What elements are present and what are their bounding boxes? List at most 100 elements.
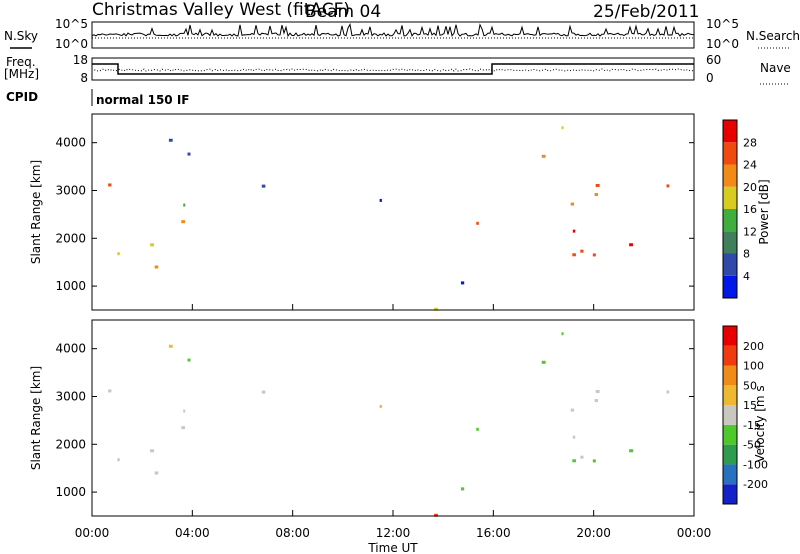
colorbar-swatch [723, 365, 737, 386]
power-cell [460, 281, 465, 285]
colorbar-swatch [723, 186, 737, 209]
sky-right-tick-top: 10^5 [706, 17, 739, 31]
x-tick-label: 00:00 [75, 526, 110, 540]
velocity-y-axis-label: Slant Range [km] [29, 366, 43, 470]
velocity-cell [476, 427, 479, 431]
velocity-cell [572, 459, 576, 463]
colorbar-swatch [723, 326, 737, 346]
colorbar-tick-label: 28 [743, 136, 757, 149]
y-tick-label: 1000 [55, 279, 86, 293]
freq-panel: Freq. [MHz] 18 8 60 0 Nave [4, 53, 791, 85]
time-x-axis: 00:00 04:00 08:00 12:00 16:00 20:00 00:00 [75, 304, 712, 540]
velocity-cell [541, 360, 546, 364]
velocity-cell [570, 408, 575, 412]
chart-title: Christmas Valley West (fitACF) [92, 0, 350, 20]
velocity-cell [561, 332, 564, 336]
power-cell [476, 221, 479, 225]
y-tick-label: 2000 [55, 437, 86, 451]
velocity-cell [572, 435, 576, 439]
power-cell [261, 184, 266, 188]
power-colorbar: 4 8 12 16 20 24 28 [722, 119, 757, 299]
colorbar-frame [722, 119, 738, 299]
power-cell [150, 243, 155, 247]
colorbar-swatch [723, 142, 737, 165]
velocity-cell [183, 409, 186, 413]
x-tick-label: 00:00 [677, 526, 712, 540]
sky-right-tick-bottom: 10^0 [706, 37, 739, 51]
cpid-panel: CPID normal 150 IF [6, 89, 190, 107]
power-cell [168, 138, 173, 142]
n-search-label: N.Search [746, 29, 800, 43]
colorbar-swatch [723, 484, 737, 504]
velocity-cell [154, 471, 159, 475]
velocity-colorbar-label-text: Velocity [m s [753, 385, 767, 462]
power-cell [572, 229, 576, 233]
colorbar-tick-label: 24 [743, 159, 757, 172]
power-plot-bg [92, 114, 694, 310]
time-x-axis-label: Time UT [367, 541, 418, 554]
colorbar-tick-label: 20 [743, 181, 757, 194]
power-y-axis-label: Slant Range [km] [29, 160, 43, 264]
colorbar-swatch [723, 345, 737, 366]
power-cell [572, 253, 576, 257]
sky-left-tick-top: 10^5 [55, 17, 88, 31]
freq-unit-label: [MHz] [4, 67, 39, 81]
velocity-cell [261, 390, 266, 394]
sky-panel-frame [91, 21, 695, 49]
power-cell [570, 202, 575, 206]
y-tick-label: 3000 [55, 183, 86, 197]
velocity-cell [592, 459, 596, 463]
date-label: 25/Feb/2011 [593, 2, 699, 22]
velocity-cell [460, 487, 465, 491]
x-tick-label: 04:00 [175, 526, 210, 540]
velocity-colorbar-label: Velocity [m s [753, 385, 767, 462]
colorbar-tick-label: -100 [743, 458, 768, 471]
freq-left-tick-bottom: 8 [80, 71, 88, 85]
power-cell [181, 220, 186, 224]
colorbar-swatch [723, 444, 737, 465]
cpid-mode: normal 150 IF [96, 93, 190, 107]
colorbar-tick-label: 16 [743, 203, 757, 216]
colorbar-tick-label: 200 [743, 340, 764, 353]
velocity-plot-bg [92, 320, 694, 516]
velocity-cell [629, 449, 633, 453]
power-cell [541, 154, 546, 158]
power-cell [594, 193, 598, 197]
freq-left-tick-top: 18 [73, 53, 88, 67]
x-tick-label: 20:00 [576, 526, 611, 540]
velocity-colorbar: 200 100 50 15 -15 -50 -100 -200 [722, 325, 768, 505]
n-sky-trace [91, 23, 695, 40]
velocity-panel: 1000 2000 3000 4000 Slant Range [km] 200 100… [29, 304, 768, 554]
colorbar-tick-label: 15 [743, 399, 757, 412]
beam-label: Beam 04 [305, 2, 381, 22]
colorbar-tick-label: 4 [743, 270, 750, 283]
power-cell [154, 265, 159, 269]
velocity-cell [379, 404, 382, 408]
colorbar-swatch [723, 385, 737, 406]
power-panel: 1000 2000 3000 4000 Slant Range [km] 4 8 12 16… [29, 113, 771, 311]
velocity-cell [168, 344, 173, 348]
freq-right-tick-bottom: 0 [706, 71, 714, 85]
power-cell [592, 253, 596, 257]
power-data-layer [108, 126, 670, 311]
nave-trace [91, 68, 695, 72]
sky-panel: N.Sky 10^5 10^0 10^5 10^0 N.Search [4, 17, 800, 51]
colorbar-swatch [723, 164, 737, 187]
velocity-cell [150, 449, 155, 453]
colorbar-swatch [723, 405, 737, 425]
power-cell [108, 183, 112, 187]
colorbar-frame [722, 325, 738, 505]
power-cell [580, 249, 584, 253]
freq-trace [92, 63, 694, 75]
velocity-cell [580, 455, 584, 459]
colorbar-swatch [723, 275, 737, 298]
x-tick-label: 08:00 [275, 526, 310, 540]
power-cell [595, 183, 600, 187]
power-cell [666, 184, 670, 188]
velocity-cell [108, 389, 112, 393]
cpid-label: CPID [6, 90, 38, 104]
velocity-cell [595, 389, 600, 393]
freq-label: Freq. [6, 55, 36, 69]
power-colorbar-label: Power [dB] [757, 179, 771, 244]
